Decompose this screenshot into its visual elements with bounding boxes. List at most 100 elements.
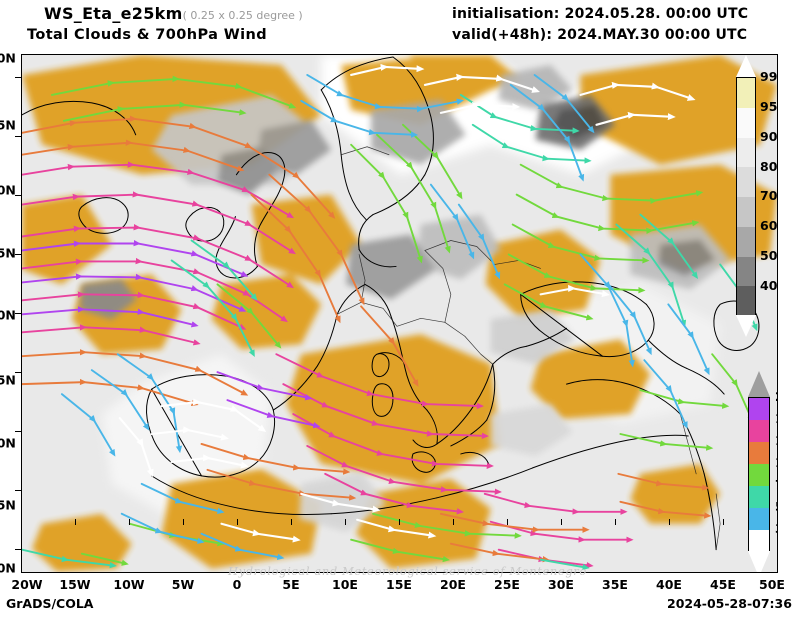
y-axis-label: 30N [0, 560, 16, 576]
x-axis-label: 5W [171, 577, 195, 592]
cloud-colorbar-bottom-arrow [736, 315, 756, 337]
x-axis-label: 25E [494, 577, 520, 592]
x-tick [507, 519, 508, 525]
map-plot-area: 99 95 90 80 70 60 50 40 [21, 54, 778, 573]
x-axis-label: 10W [113, 577, 145, 592]
total-cloud-cover-colorbar: 99 95 90 80 70 60 50 40 [736, 55, 777, 355]
wind-colorbar-segment [749, 508, 769, 530]
x-tick [237, 519, 238, 525]
wind-colorbar-segment [749, 464, 769, 486]
cloud-colorbar-top-arrow [736, 55, 756, 77]
cloud-colorbar-label: 40 [760, 278, 777, 293]
x-tick [723, 519, 724, 525]
wind-colorbar-segment [749, 398, 769, 420]
generation-timestamp: 2024-05-28-07:36 [667, 596, 792, 611]
cloud-colorbar-segment [737, 226, 755, 257]
y-axis-label: 70N [0, 50, 16, 66]
x-tick [669, 519, 670, 525]
x-axis-label: 5E [282, 577, 300, 592]
model-name: WS_Eta_e25km [44, 4, 183, 23]
cloud-colorbar-body [736, 77, 756, 316]
wind-colorbar-segment [749, 442, 769, 464]
wind-colorbar-segment [749, 486, 769, 508]
cloud-colorbar-segment [737, 137, 755, 168]
y-axis-label: 60N [0, 182, 16, 198]
wind-colorbar-bottom-arrow [748, 551, 770, 572]
y-tick [15, 431, 21, 432]
x-axis-label: 50E [759, 577, 785, 592]
x-tick [777, 519, 778, 525]
x-tick [399, 519, 400, 525]
cloud-colorbar-label: 95 [760, 99, 777, 114]
y-tick [15, 77, 21, 78]
wind-colorbar-label: 17 [775, 411, 777, 426]
cloud-colorbar-segment [737, 197, 755, 227]
cloud-colorbar-label: 99 [760, 69, 777, 84]
y-axis-label: 50N [0, 307, 16, 323]
y-tick [15, 254, 21, 255]
cloud-colorbar-label: 50 [760, 248, 777, 263]
header: WS_Eta_e25km( 0.25 x 0.25 degree ) Total… [0, 0, 800, 48]
wind-speed-colorbar: 25 17 13 10 7 5 3 [748, 371, 777, 572]
wind-streamlines [22, 63, 758, 571]
model-resolution: ( 0.25 x 0.25 degree ) [182, 9, 303, 22]
y-tick [15, 195, 21, 196]
cloud-colorbar-label: 90 [760, 129, 777, 144]
cloud-colorbar-segment [737, 256, 755, 287]
cloud-colorbar-segment [737, 107, 755, 138]
x-axis-label: 30E [548, 577, 574, 592]
watermark: Hydrological and Meteorological service … [228, 564, 587, 578]
y-tick [15, 490, 21, 491]
y-tick [15, 136, 21, 137]
x-tick [21, 519, 22, 525]
cloud-colorbar-label: 80 [760, 159, 777, 174]
cloud-colorbar-label: 60 [760, 218, 777, 233]
wind-colorbar-top-arrow [748, 371, 770, 397]
x-axis-label: 15E [386, 577, 412, 592]
x-tick [615, 519, 616, 525]
initialisation-time: initialisation: 2024.05.28. 00:00 UTC [452, 6, 749, 22]
x-axis-label: 0 [232, 577, 242, 592]
x-axis-label: 40E [656, 577, 682, 592]
y-tick [15, 549, 21, 550]
x-axis-label: 35E [602, 577, 628, 592]
y-axis-label: 45N [0, 372, 16, 388]
map-canvas: 99 95 90 80 70 60 50 40 [22, 55, 777, 572]
x-axis-label: 20W [11, 577, 43, 592]
x-tick [345, 519, 346, 525]
x-tick [75, 519, 76, 525]
grads-credit: GrADS/COLA [6, 596, 94, 611]
x-axis-label: 10E [332, 577, 358, 592]
wind-colorbar-label: 3 [775, 521, 777, 536]
wind-colorbar-segment [749, 530, 769, 552]
model-title: WS_Eta_e25km( 0.25 x 0.25 degree ) [44, 4, 303, 23]
y-axis-label: 55N [0, 245, 16, 261]
field-title: Total Clouds & 700hPa Wind [27, 27, 268, 43]
wind-colorbar-label: 5 [775, 499, 777, 514]
y-axis-label: 40N [0, 435, 16, 451]
x-tick [129, 519, 130, 525]
x-tick [561, 519, 562, 525]
wind-colorbar-label: 7 [775, 477, 777, 492]
y-tick [15, 313, 21, 314]
x-axis-label: 15W [59, 577, 91, 592]
cloud-colorbar-segment [737, 167, 755, 197]
cloud-colorbar-label: 70 [760, 188, 777, 203]
x-axis-label: 45E [710, 577, 736, 592]
x-tick [291, 519, 292, 525]
x-tick [453, 519, 454, 525]
wind-colorbar-body [748, 397, 770, 552]
y-axis-label: 35N [0, 497, 16, 513]
wind-colorbar-segment [749, 420, 769, 442]
wind-colorbar-label: 13 [775, 433, 777, 448]
cloud-colorbar-segment [737, 78, 755, 108]
cloud-colorbar-segment [737, 286, 755, 316]
y-axis-label: 65N [0, 117, 16, 133]
x-axis-label: 20E [440, 577, 466, 592]
wind-colorbar-label: 25 [775, 389, 777, 404]
wind-colorbar-label: 10 [775, 455, 777, 470]
valid-time: valid(+48h): 2024.MAY.30 00:00 UTC [452, 27, 748, 43]
y-tick [15, 372, 21, 373]
x-tick [183, 519, 184, 525]
